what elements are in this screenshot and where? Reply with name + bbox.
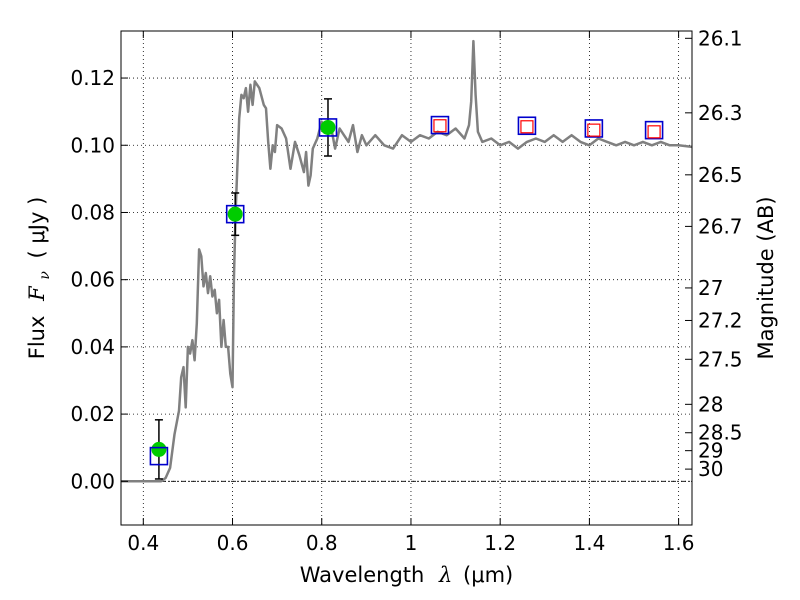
x-axis-title-symbol: λ (438, 563, 452, 587)
y-tick-label: 0.00 (70, 469, 115, 493)
magnitude-tick-label: 29 (698, 439, 723, 463)
observed-point (227, 206, 243, 222)
x-tick-label: 1.2 (484, 531, 516, 555)
y-tick-label: 0.12 (70, 66, 115, 90)
x-axis-ticks: 0.4 0.6 0.8 1 1.2 1.4 1.6 (127, 31, 695, 555)
magnitude-tick-label: 27 (698, 276, 723, 300)
magnitude-tick-label: 30 (698, 457, 723, 481)
model-spectrum-line (121, 39, 693, 483)
upper-limit-box (587, 123, 601, 137)
model-photometry-box (517, 116, 537, 136)
x-tick-label: 1 (405, 531, 418, 555)
y-tick-label: 0.08 (70, 200, 115, 224)
magnitude-tick-label: 27.5 (698, 347, 743, 371)
y-tick-label: 0.06 (70, 268, 115, 292)
y-axis-title-symbol-sub: ν (37, 271, 53, 280)
model-photometry-box (430, 115, 450, 135)
model-photometry-layer (149, 115, 664, 466)
upper-limit-box (433, 119, 447, 133)
observed-point (151, 441, 167, 457)
x-tick-label: 0.8 (306, 531, 338, 555)
model-photometry-box (318, 118, 338, 137)
upper-limit-layer (433, 119, 661, 139)
x-axis-title: Wavelength λ (μm) (300, 563, 513, 587)
y-tick-label: 0.02 (70, 402, 115, 426)
y-tick-label: 0.10 (70, 133, 115, 157)
y-axis-title-text: Flux (25, 316, 49, 360)
x-tick-label: 0.6 (217, 531, 249, 555)
upper-limit-box (520, 120, 534, 134)
magnitude-tick-label: 26.1 (698, 26, 743, 50)
observed-points-layer (151, 119, 336, 457)
model-spectrum-layer (121, 39, 693, 483)
x-tick-label: 1.6 (663, 531, 695, 555)
magnitude-tick-label: 26.5 (698, 163, 743, 187)
magnitude-axis-title: Magnitude (AB) (754, 196, 778, 359)
plot-frame (120, 30, 693, 526)
x-axis-title-text: Wavelength (300, 563, 425, 587)
magnitude-tick-label: 27.2 (698, 308, 743, 332)
magnitude-tick-label: 28.5 (698, 421, 743, 445)
model-photometry-box (149, 446, 169, 466)
y-axis-title-unit: ( μJy ) (25, 197, 49, 259)
y-axis-title-symbol: F (25, 285, 49, 302)
magnitude-tick-label: 26.3 (698, 101, 743, 125)
x-tick-label: 1.4 (573, 531, 605, 555)
model-photometry-box (584, 119, 604, 138)
x-tick-label: 0.4 (127, 531, 159, 555)
x-axis-title-unit: (μm) (463, 563, 513, 587)
model-photometry-box (225, 204, 245, 224)
magnitude-tick-label: 28 (698, 392, 723, 416)
upper-limit-box (647, 125, 661, 139)
magnitude-tick-label: 26.7 (698, 214, 743, 238)
observed-point (320, 119, 336, 135)
y-tick-label: 0.04 (70, 335, 115, 359)
model-photometry-box (644, 120, 664, 140)
y-axis-title: Flux F ν ( μJy ) (25, 197, 54, 360)
y-axis-ticks: 0.00 0.02 0.04 0.06 0.08 0.10 0.12 (70, 66, 128, 493)
